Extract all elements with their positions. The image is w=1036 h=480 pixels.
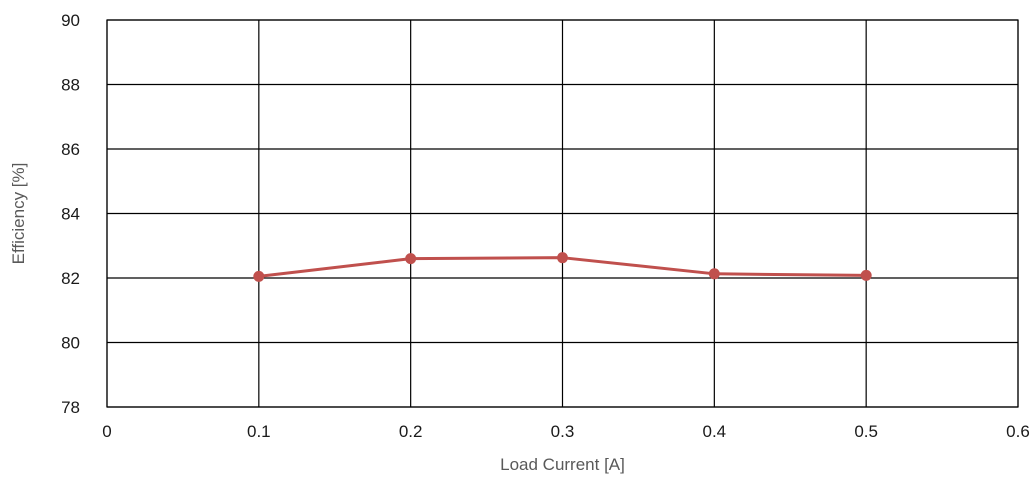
series-layer (253, 252, 872, 282)
x-tick-label: 0.6 (1006, 422, 1030, 441)
y-tick-label: 86 (61, 140, 80, 159)
x-tick-label: 0.3 (551, 422, 575, 441)
x-tick-label: 0.2 (399, 422, 423, 441)
x-axis-title: Load Current [A] (500, 455, 625, 474)
data-point (860, 269, 872, 281)
x-tick-label: 0 (102, 422, 111, 441)
plot-area-frame (106, 19, 1019, 408)
data-point (253, 270, 265, 282)
y-tick-label: 80 (61, 334, 80, 353)
x-tick-label: 0.4 (703, 422, 727, 441)
y-axis-ticks: 78 80 82 84 86 88 90 (61, 11, 80, 417)
x-tick-label: 0.1 (247, 422, 271, 441)
x-axis-ticks: 0 0.1 0.2 0.3 0.4 0.5 0.6 (102, 422, 1030, 441)
data-point (708, 268, 720, 280)
y-axis-title: Efficiency [%] (9, 163, 28, 265)
data-point (557, 252, 568, 264)
data-point (405, 253, 417, 265)
y-tick-label: 78 (61, 398, 80, 417)
y-tick-label: 82 (61, 269, 80, 288)
grid (106, 19, 1019, 408)
x-tick-label: 0.5 (854, 422, 878, 441)
y-tick-label: 90 (61, 11, 80, 30)
y-tick-label: 84 (61, 205, 80, 224)
y-tick-label: 88 (61, 76, 80, 95)
